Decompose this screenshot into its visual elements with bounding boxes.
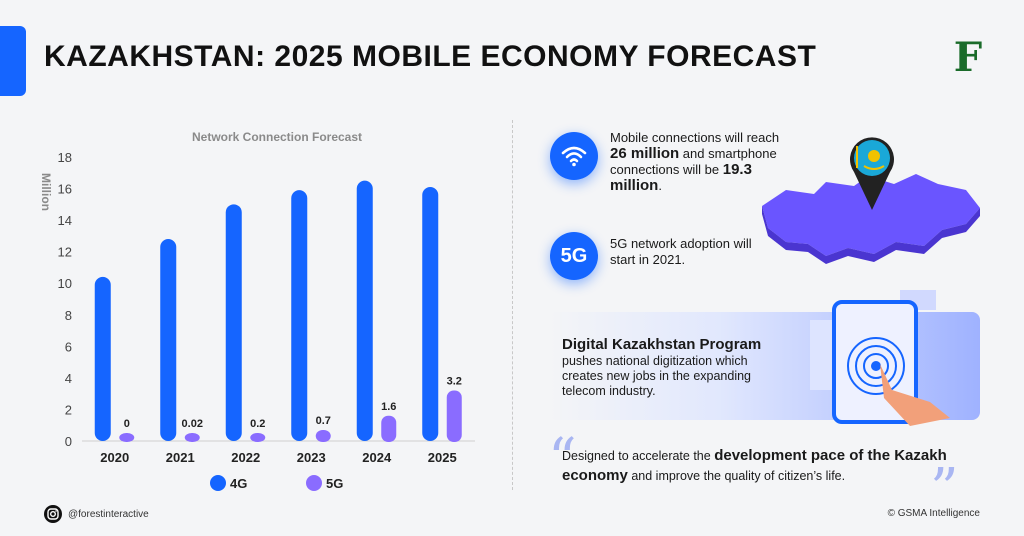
y-tick-label: 8 bbox=[65, 308, 72, 323]
bar-5g bbox=[184, 433, 200, 442]
connections-post: . bbox=[658, 178, 662, 193]
legend-swatch-5g bbox=[306, 475, 322, 491]
social-handle-text: @forestinteractive bbox=[68, 508, 149, 520]
y-tick-label: 2 bbox=[65, 402, 72, 417]
x-tick-label: 2021 bbox=[166, 450, 195, 465]
y-tick-label: 0 bbox=[65, 434, 72, 449]
bar-5g bbox=[119, 433, 135, 442]
bar-5g bbox=[381, 415, 397, 442]
x-tick-label: 2025 bbox=[428, 450, 457, 465]
x-tick-label: 2024 bbox=[362, 450, 392, 465]
x-tick-label: 2022 bbox=[231, 450, 260, 465]
accent-bar bbox=[0, 26, 26, 96]
y-tick-label: 16 bbox=[58, 182, 72, 197]
legend-label-4g: 4G bbox=[230, 476, 247, 491]
page-title: KAZAKHSTAN: 2025 MOBILE ECONOMY FORECAST bbox=[44, 40, 817, 73]
legend-label-5g: 5G bbox=[326, 476, 343, 491]
fiveg-info: 5G network adoption will start in 2021. bbox=[610, 236, 752, 267]
bar-4g bbox=[94, 276, 111, 441]
connections-26m: 26 million bbox=[610, 145, 680, 162]
data-label-5g: 0.2 bbox=[250, 418, 265, 430]
bar-4g bbox=[422, 186, 439, 441]
chart-title: Network Connection Forecast bbox=[192, 130, 362, 144]
connections-info: Mobile connections will reach 26 million… bbox=[610, 130, 780, 194]
y-tick-label: 4 bbox=[65, 371, 72, 386]
x-tick-label: 2023 bbox=[297, 450, 326, 465]
connections-pre: Mobile connections will reach bbox=[610, 130, 780, 145]
bar-4g bbox=[225, 204, 242, 441]
network-connection-chart: Network Connection Forecast Million 0 2 4 6 8 1… bbox=[39, 130, 475, 491]
x-tick-label: 2020 bbox=[100, 450, 129, 465]
y-tick-label: 6 bbox=[65, 339, 72, 354]
quote-bold: development pace of the Kazakh economy bbox=[562, 447, 947, 484]
section-divider bbox=[512, 120, 513, 490]
phone-touch-icon bbox=[810, 290, 950, 426]
quote-open-icon: “ bbox=[548, 427, 577, 492]
y-tick-label: 14 bbox=[58, 213, 72, 228]
wifi-icon bbox=[550, 132, 598, 180]
quote-post: and improve the quality of citizen’s lif… bbox=[627, 469, 846, 483]
bar-4g bbox=[160, 239, 177, 441]
data-label-5g: 0 bbox=[124, 418, 130, 430]
data-label-5g: 3.2 bbox=[447, 376, 462, 388]
y-axis-label: Million bbox=[39, 173, 53, 211]
bar-5g bbox=[250, 433, 266, 442]
data-label-5g: 0.02 bbox=[182, 418, 203, 430]
source-credit: © GSMA Intelligence bbox=[887, 508, 980, 519]
quote-text: Designed to accelerate the development p… bbox=[562, 446, 962, 486]
legend-swatch-4g bbox=[210, 475, 226, 491]
bar-5g bbox=[446, 390, 462, 442]
quote-close-icon: ” bbox=[930, 457, 959, 522]
y-tick-label: 10 bbox=[58, 276, 72, 291]
kazakhstan-map-icon bbox=[762, 137, 980, 264]
bar-5g bbox=[315, 429, 331, 442]
social-handle[interactable]: @forestinteractive bbox=[44, 505, 149, 523]
bar-4g bbox=[356, 180, 373, 441]
y-tick-label: 12 bbox=[58, 245, 72, 260]
data-label-5g: 0.7 bbox=[316, 415, 331, 427]
program-title: Digital Kazakhstan Program bbox=[562, 336, 762, 353]
instagram-icon bbox=[44, 505, 62, 523]
smartphone-19m: 19.3 million bbox=[610, 161, 752, 194]
program-text: pushes national digitization which creat… bbox=[562, 354, 752, 398]
quote-pre: Designed to accelerate the bbox=[562, 449, 715, 463]
connections-mid: and smartphone connections will be bbox=[610, 146, 777, 177]
data-label-5g: 1.6 bbox=[381, 401, 396, 413]
fiveg-icon: 5G bbox=[550, 232, 598, 280]
bar-4g bbox=[291, 190, 308, 441]
y-tick-label: 18 bbox=[58, 150, 72, 165]
forest-logo: F bbox=[953, 34, 983, 81]
